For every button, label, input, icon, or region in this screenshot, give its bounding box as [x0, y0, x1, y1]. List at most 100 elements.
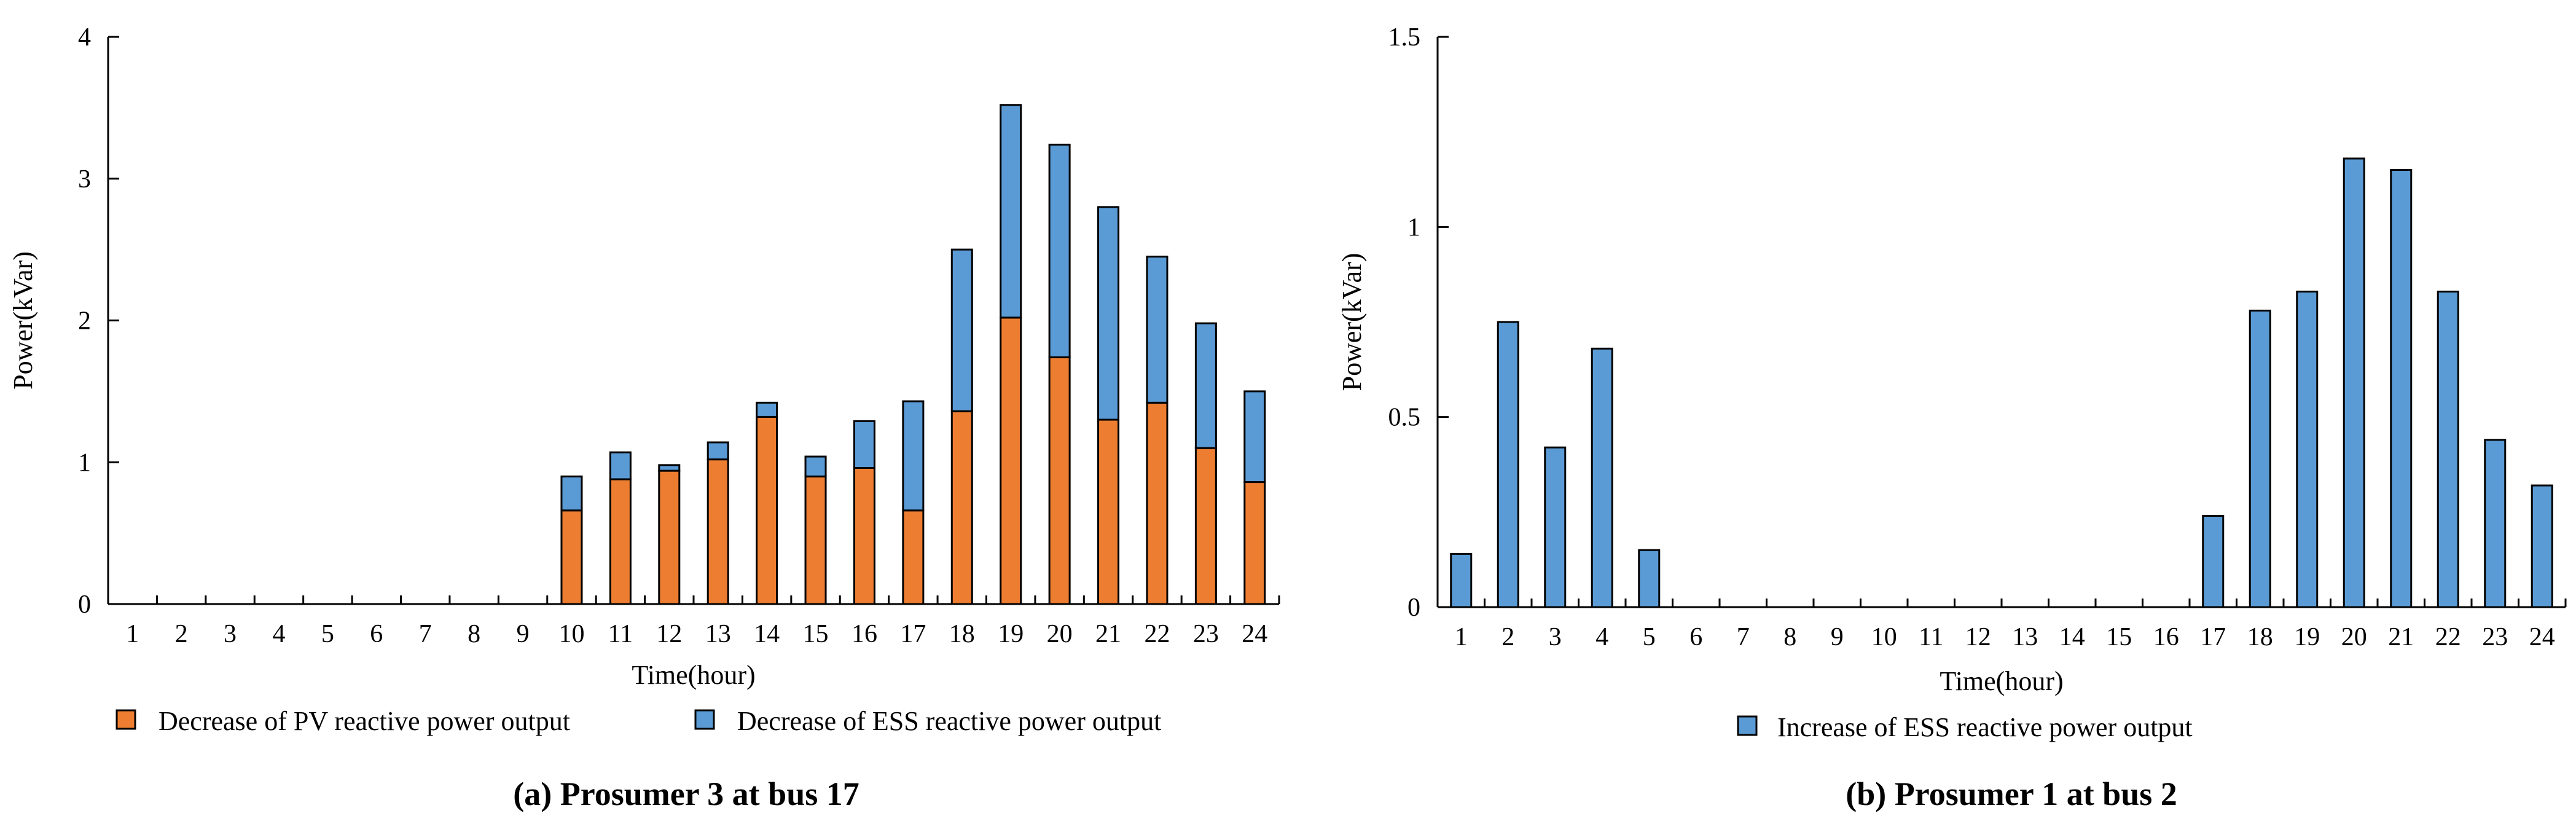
- bar-decrease-of-ess-reactive-power-output-hour-13: [707, 441, 729, 461]
- bar-decrease-of-ess-reactive-power-output-hour-17: [902, 400, 925, 512]
- bar-increase-of-ess-reactive-power-output-hour-18: [2249, 309, 2271, 608]
- bar-decrease-of-pv-reactive-power-output-hour-10: [560, 509, 583, 605]
- y-tick-label: 3: [78, 165, 91, 194]
- x-tick-label: 19: [2294, 623, 2320, 651]
- x-tick-label: 4: [1595, 623, 1608, 651]
- x-tick-label: 17: [2200, 623, 2226, 651]
- bar-decrease-of-pv-reactive-power-output-hour-12: [658, 469, 681, 605]
- legend-label: Decrease of ESS reactive power output: [737, 706, 1161, 736]
- x-tick-label: 21: [2388, 623, 2414, 651]
- x-tick-label: 14: [2059, 623, 2085, 651]
- x-tick-label: 8: [468, 620, 480, 648]
- x-tick-label: 20: [1047, 620, 1073, 648]
- bar-decrease-of-ess-reactive-power-output-hour-23: [1194, 322, 1217, 449]
- bar-increase-of-ess-reactive-power-output-hour-5: [1638, 549, 1661, 608]
- x-tick-label: 15: [2106, 623, 2132, 651]
- x-tick-label: 8: [1783, 623, 1796, 651]
- bar-decrease-of-pv-reactive-power-output-hour-14: [756, 415, 778, 605]
- bar-increase-of-ess-reactive-power-output-hour-24: [2531, 484, 2553, 608]
- x-tick-label: 12: [656, 620, 682, 648]
- x-tick-label: 11: [608, 620, 633, 648]
- x-tick-label: 6: [1689, 623, 1702, 651]
- x-axis-title: Time(hour): [1940, 666, 2063, 696]
- bar-decrease-of-pv-reactive-power-output-hour-19: [1000, 316, 1022, 605]
- bar-decrease-of-ess-reactive-power-output-hour-22: [1146, 256, 1169, 404]
- y-axis-title: Power(kVar): [1337, 253, 1367, 391]
- y-tick-label: 0: [1407, 594, 1420, 622]
- bar-decrease-of-ess-reactive-power-output-hour-24: [1243, 390, 1266, 484]
- x-tick-label: 23: [1193, 620, 1219, 648]
- x-tick-label: 4: [272, 620, 285, 648]
- bar-decrease-of-pv-reactive-power-output-hour-13: [707, 458, 729, 605]
- x-tick-label: 2: [175, 620, 188, 648]
- x-tick-label: 22: [1144, 620, 1170, 648]
- x-tick-label: 18: [2247, 623, 2273, 651]
- x-tick-label: 9: [517, 620, 530, 648]
- x-tick-label: 17: [900, 620, 926, 648]
- bar-decrease-of-pv-reactive-power-output-hour-18: [950, 410, 973, 605]
- x-tick-label: 1: [126, 620, 139, 648]
- x-tick-label: 22: [2435, 623, 2461, 651]
- bar-increase-of-ess-reactive-power-output-hour-1: [1450, 552, 1473, 608]
- x-tick-label: 7: [419, 620, 432, 648]
- bar-increase-of-ess-reactive-power-output-hour-22: [2437, 291, 2459, 608]
- x-tick-label: 3: [1549, 623, 1562, 651]
- bar-decrease-of-ess-reactive-power-output-hour-11: [609, 451, 632, 481]
- legend-swatch: [115, 709, 136, 730]
- x-tick-label: 7: [1737, 623, 1750, 651]
- x-tick-label: 18: [949, 620, 975, 648]
- x-tick-label: 20: [2341, 623, 2367, 651]
- x-tick-label: 10: [1871, 623, 1897, 651]
- x-tick-label: 21: [1095, 620, 1121, 648]
- chart-caption: (b) Prosumer 1 at bus 2: [1846, 775, 2177, 812]
- bar-increase-of-ess-reactive-power-output-hour-21: [2390, 169, 2413, 608]
- bar-decrease-of-pv-reactive-power-output-hour-22: [1146, 401, 1169, 605]
- x-tick-label: 3: [224, 620, 237, 648]
- bar-increase-of-ess-reactive-power-output-hour-19: [2296, 291, 2319, 608]
- x-tick-label: 15: [803, 620, 829, 648]
- x-tick-label: 13: [2012, 623, 2038, 651]
- bar-increase-of-ess-reactive-power-output-hour-23: [2484, 439, 2507, 608]
- y-axis-title: Power(kVar): [8, 251, 38, 390]
- x-tick-label: 1: [1455, 623, 1468, 651]
- bar-decrease-of-ess-reactive-power-output-hour-18: [950, 248, 973, 412]
- bar-decrease-of-pv-reactive-power-output-hour-11: [609, 478, 632, 605]
- x-tick-label: 12: [1965, 623, 1991, 651]
- bar-decrease-of-pv-reactive-power-output-hour-17: [902, 509, 925, 605]
- bar-decrease-of-ess-reactive-power-output-hour-10: [560, 475, 583, 512]
- y-tick-label: 1: [78, 449, 91, 477]
- x-tick-label: 10: [558, 620, 584, 648]
- bar-decrease-of-pv-reactive-power-output-hour-20: [1048, 356, 1071, 605]
- legend-label: Decrease of PV reactive power output: [159, 706, 570, 736]
- bar-increase-of-ess-reactive-power-output-hour-20: [2343, 157, 2365, 608]
- x-tick-label: 16: [851, 620, 877, 648]
- bar-increase-of-ess-reactive-power-output-hour-4: [1591, 347, 1613, 608]
- y-tick-label: 4: [78, 23, 91, 52]
- y-tick-label: 0: [78, 591, 91, 619]
- y-tick-label: 0.5: [1388, 404, 1421, 432]
- x-tick-label: 14: [754, 620, 780, 648]
- x-tick-label: 23: [2482, 623, 2508, 651]
- bar-decrease-of-ess-reactive-power-output-hour-14: [756, 401, 778, 418]
- bar-increase-of-ess-reactive-power-output-hour-3: [1544, 446, 1567, 608]
- x-tick-label: 24: [2529, 623, 2555, 651]
- x-tick-label: 5: [321, 620, 334, 648]
- chart-b-prosumer-1: 00.511.51 2 3 4 5 6 7 8 9 10 11 12 13 14 15 16 17 18 19 20 2…: [1337, 23, 2567, 812]
- bar-decrease-of-ess-reactive-power-output-hour-20: [1048, 143, 1071, 358]
- y-tick-label: 1: [1407, 213, 1420, 241]
- legend-swatch: [694, 709, 715, 730]
- x-tick-label: 6: [370, 620, 383, 648]
- x-axis-title: Time(hour): [632, 660, 755, 690]
- bar-decrease-of-pv-reactive-power-output-hour-16: [853, 466, 875, 605]
- bar-decrease-of-pv-reactive-power-output-hour-23: [1194, 447, 1217, 605]
- bar-decrease-of-ess-reactive-power-output-hour-19: [1000, 104, 1022, 319]
- bar-decrease-of-pv-reactive-power-output-hour-15: [804, 475, 827, 605]
- x-tick-label: 2: [1501, 623, 1514, 651]
- x-tick-label: 9: [1831, 623, 1844, 651]
- legend-label: Increase of ESS reactive power output: [1777, 712, 2193, 742]
- bar-decrease-of-pv-reactive-power-output-hour-21: [1097, 418, 1120, 605]
- bar-increase-of-ess-reactive-power-output-hour-2: [1497, 321, 1519, 608]
- x-tick-label: 16: [2153, 623, 2179, 651]
